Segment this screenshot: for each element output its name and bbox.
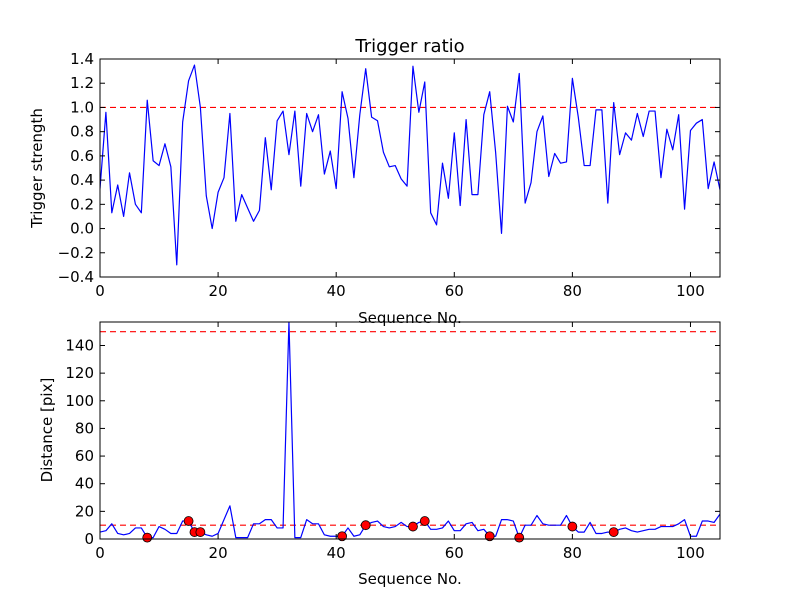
y-tick-label: −0.2 bbox=[58, 244, 94, 262]
top-axes-frame bbox=[99, 58, 721, 278]
x-tick-label: 40 bbox=[327, 544, 346, 562]
bottom-plot: 0 20 40 60 80 100 0 20 40 60 80 100 120 140 Sequence… bbox=[38, 321, 721, 588]
top-plot: Trigger ratio 0 20 40 60 80 100 −0.4 −0.2 0.0 0.… bbox=[28, 36, 721, 327]
bottom-x-ticks: 0 20 40 60 80 100 bbox=[95, 322, 705, 562]
data-marker bbox=[195, 527, 206, 537]
x-tick-label: 100 bbox=[676, 282, 705, 300]
y-tick-label: 100 bbox=[65, 392, 94, 410]
data-marker bbox=[419, 516, 430, 526]
x-tick-label: 80 bbox=[563, 282, 582, 300]
data-marker bbox=[360, 520, 371, 531]
x-tick-label: 20 bbox=[209, 544, 228, 562]
y-tick-label: 0.0 bbox=[70, 220, 94, 238]
y-tick-label: 140 bbox=[65, 336, 94, 354]
data-marker bbox=[142, 532, 153, 543]
bottom-y-axis-label: Distance [pix] bbox=[38, 378, 56, 483]
y-tick-label: 1.4 bbox=[70, 50, 94, 68]
y-tick-label: 60 bbox=[75, 447, 94, 465]
top-title: Trigger ratio bbox=[354, 36, 464, 57]
bottom-y-ticks: 0 20 40 60 80 100 120 140 bbox=[65, 336, 720, 548]
data-marker bbox=[183, 516, 194, 526]
y-tick-label: 40 bbox=[75, 475, 94, 493]
top-x-ticks: 0 20 40 60 80 100 bbox=[95, 59, 705, 300]
bottom-x-axis-label: Sequence No. bbox=[358, 570, 462, 588]
data-marker bbox=[608, 527, 619, 537]
top-y-ticks: −0.4 −0.2 0.0 0.2 0.4 0.6 0.8 1.0 1.2 1.4 bbox=[58, 50, 720, 286]
y-tick-label: 0.8 bbox=[70, 123, 94, 141]
data-marker bbox=[514, 532, 525, 543]
y-tick-label: 20 bbox=[75, 502, 94, 520]
y-tick-label: −0.4 bbox=[58, 268, 94, 286]
x-tick-label: 60 bbox=[445, 544, 464, 562]
y-tick-label: 1.0 bbox=[70, 98, 94, 116]
x-tick-label: 60 bbox=[445, 282, 464, 300]
series-line-0 bbox=[100, 64, 720, 266]
y-tick-label: 0.2 bbox=[70, 195, 94, 213]
bottom-markers-group bbox=[142, 516, 619, 543]
y-tick-label: 80 bbox=[75, 419, 94, 437]
top-x-axis-label: Sequence No. bbox=[358, 309, 462, 327]
bottom-axes-frame bbox=[99, 321, 721, 540]
x-tick-label: 0 bbox=[95, 282, 105, 300]
data-marker bbox=[484, 531, 495, 542]
x-tick-label: 0 bbox=[95, 544, 105, 562]
x-tick-label: 80 bbox=[563, 544, 582, 562]
y-tick-label: 0.6 bbox=[70, 147, 94, 165]
y-tick-label: 1.2 bbox=[70, 74, 94, 92]
data-marker bbox=[337, 531, 347, 542]
top-y-axis-label: Trigger strength bbox=[28, 108, 46, 229]
data-marker bbox=[567, 521, 578, 532]
x-tick-label: 40 bbox=[327, 282, 346, 300]
y-tick-label: 0 bbox=[84, 530, 94, 548]
top-series-group bbox=[100, 64, 720, 266]
y-tick-label: 0.4 bbox=[70, 171, 94, 189]
x-tick-label: 100 bbox=[676, 544, 705, 562]
data-marker bbox=[408, 521, 418, 532]
x-tick-label: 20 bbox=[209, 282, 228, 300]
y-tick-label: 120 bbox=[65, 364, 94, 382]
